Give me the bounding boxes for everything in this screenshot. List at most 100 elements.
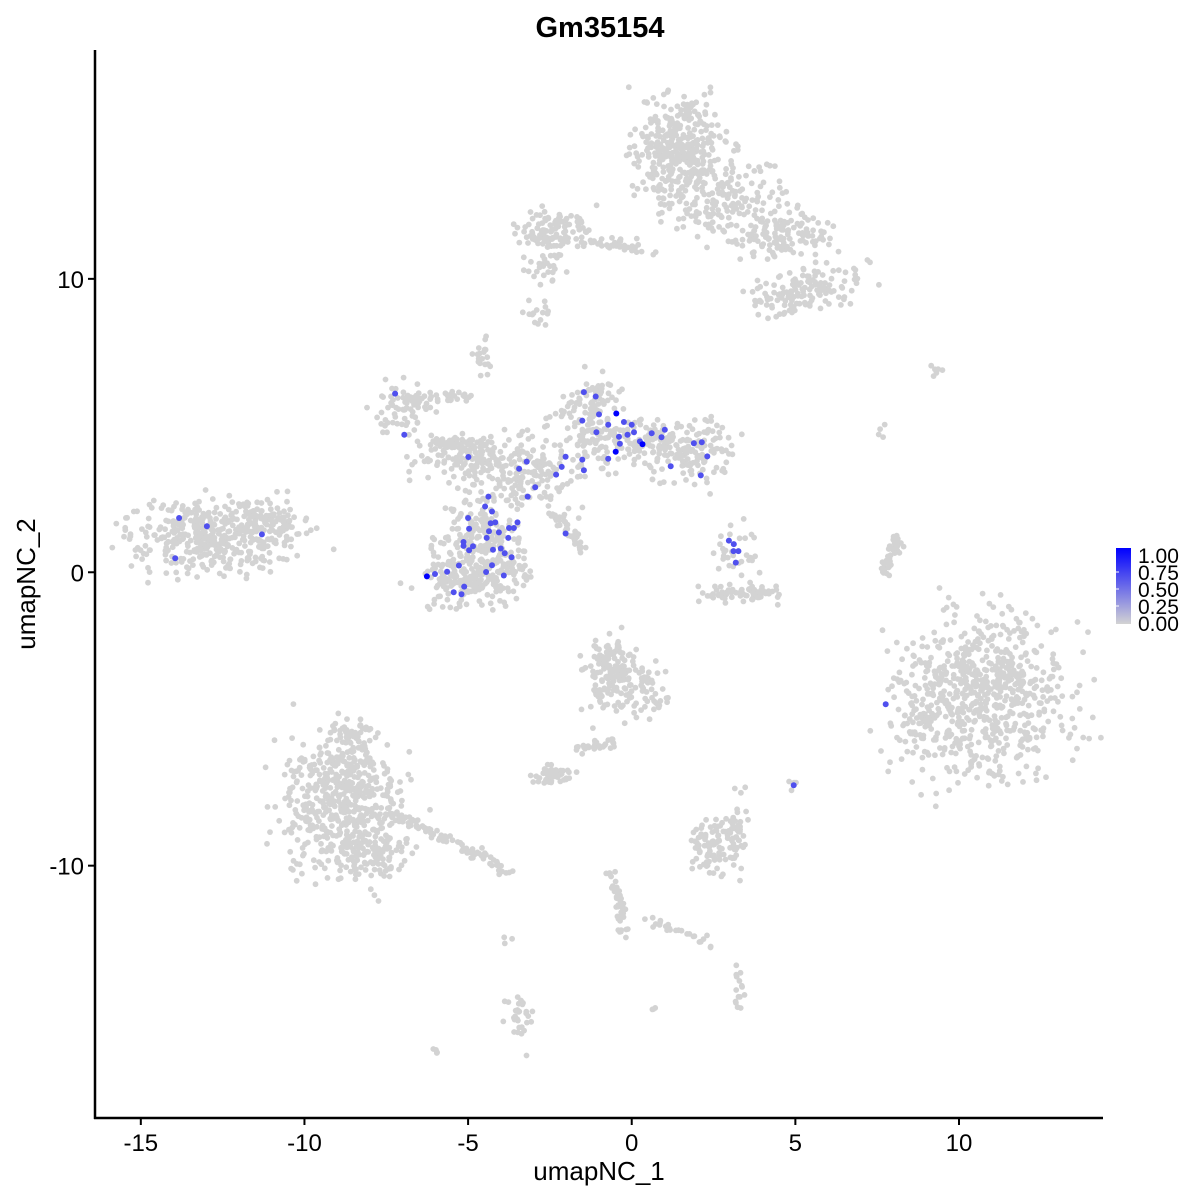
- background-cell-point: [749, 583, 755, 590]
- background-cell-point: [932, 637, 939, 644]
- expressing-cell-point: [460, 542, 467, 549]
- background-cell-point: [356, 851, 363, 858]
- background-cell-point: [249, 560, 256, 567]
- background-cell-point: [1034, 622, 1041, 629]
- background-cell-point: [501, 940, 508, 947]
- background-cell-point: [1045, 718, 1052, 725]
- background-cell-point: [1024, 658, 1031, 664]
- background-cell-point: [463, 601, 470, 608]
- background-cell-point: [746, 203, 753, 210]
- background-cell-point: [529, 1008, 536, 1015]
- background-cell-point: [583, 381, 590, 387]
- expressing-cell-point: [392, 390, 399, 397]
- background-cell-point: [975, 739, 982, 746]
- background-cell-point: [382, 376, 389, 383]
- background-cell-point: [904, 748, 911, 755]
- background-cell-point: [749, 288, 756, 295]
- background-cell-point: [675, 140, 682, 147]
- background-cell-point: [878, 748, 884, 754]
- background-cell-point: [344, 828, 350, 835]
- background-cell-point: [350, 792, 356, 799]
- background-cell-point: [1049, 673, 1056, 680]
- background-cell-point: [434, 440, 441, 447]
- background-cell-point: [937, 745, 943, 751]
- background-cell-point: [997, 702, 1003, 709]
- background-cell-point: [574, 243, 581, 250]
- background-cell-point: [547, 473, 554, 479]
- background-cell-point: [757, 592, 764, 599]
- background-cell-point: [967, 759, 974, 766]
- background-cell-point: [329, 823, 335, 829]
- background-cell-point: [779, 284, 786, 291]
- background-cell-point: [472, 580, 479, 587]
- background-cell-point: [534, 458, 541, 465]
- background-cell-point: [723, 166, 729, 172]
- background-cell-point: [319, 788, 326, 794]
- background-cell-point: [745, 816, 751, 823]
- background-cell-point: [615, 456, 622, 462]
- background-cell-point: [624, 926, 631, 932]
- background-cell-point: [294, 552, 301, 559]
- background-cell-point: [853, 280, 860, 287]
- background-cell-point: [621, 454, 628, 461]
- background-cell-point: [676, 173, 683, 180]
- background-cell-point: [708, 413, 715, 420]
- background-cell-point: [1053, 661, 1060, 668]
- background-cell-point: [400, 389, 407, 396]
- background-cell-point: [494, 583, 500, 590]
- background-cell-point: [511, 536, 517, 542]
- background-cell-point: [942, 713, 949, 720]
- background-cell-point: [259, 565, 266, 571]
- background-cell-point: [830, 223, 837, 230]
- background-cell-point: [899, 656, 905, 663]
- background-cell-point: [121, 533, 127, 540]
- background-cell-point: [126, 536, 133, 542]
- background-cell-point: [654, 416, 661, 423]
- background-cell-point: [1085, 629, 1091, 635]
- background-cell-point: [736, 535, 743, 542]
- background-cell-point: [382, 791, 389, 798]
- background-cell-point: [963, 663, 970, 670]
- background-cell-point: [689, 865, 696, 872]
- background-cell-point: [471, 473, 478, 480]
- background-cell-point: [809, 233, 816, 239]
- background-cell-point: [470, 523, 477, 530]
- background-cell-point: [704, 427, 711, 434]
- background-cell-point: [460, 447, 467, 454]
- background-cell-point: [1005, 636, 1012, 642]
- background-cell-point: [638, 416, 644, 423]
- background-cell-point: [321, 865, 328, 872]
- background-cell-point: [293, 877, 300, 884]
- background-cell-point: [718, 533, 724, 540]
- background-cell-point: [763, 222, 769, 229]
- background-cell-point: [163, 517, 170, 524]
- background-cell-point: [886, 555, 893, 562]
- background-cell-point: [604, 449, 610, 455]
- background-cell-point: [318, 840, 324, 847]
- background-cell-point: [719, 819, 725, 826]
- background-cell-point: [949, 704, 955, 711]
- background-cell-point: [981, 666, 988, 673]
- background-cell-point: [654, 456, 661, 462]
- background-cell-point: [1025, 720, 1032, 726]
- background-cell-point: [661, 438, 668, 445]
- background-cell-point: [356, 806, 362, 813]
- background-cell-point: [281, 539, 288, 546]
- background-cell-point: [514, 1016, 521, 1022]
- background-cell-point: [930, 685, 936, 692]
- background-cell-point: [817, 292, 823, 298]
- background-cell-point: [414, 420, 421, 426]
- background-cell-point: [992, 757, 999, 764]
- background-cell-point: [693, 186, 700, 193]
- background-cell-point: [273, 540, 279, 547]
- background-cell-point: [432, 446, 439, 452]
- expressing-cell-point: [698, 439, 705, 446]
- background-cell-point: [708, 139, 715, 146]
- background-cell-point: [774, 297, 781, 304]
- background-cell-point: [139, 556, 146, 562]
- background-cell-point: [664, 131, 671, 138]
- background-cell-point: [781, 302, 788, 309]
- background-cell-point: [785, 292, 792, 299]
- background-cell-point: [886, 572, 893, 579]
- background-cell-point: [428, 545, 435, 552]
